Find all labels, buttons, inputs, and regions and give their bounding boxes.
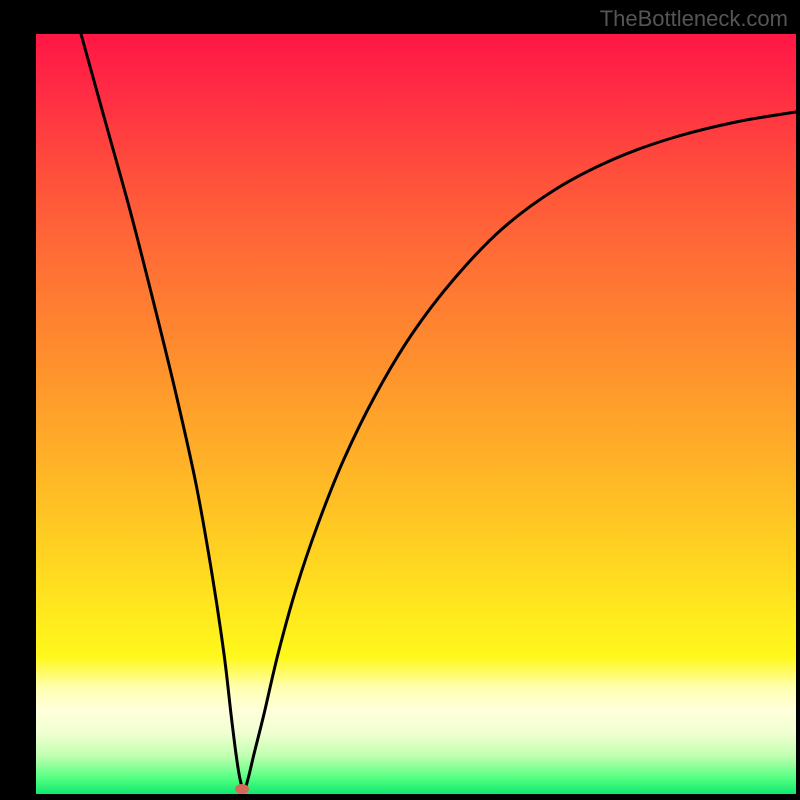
plot-area <box>36 34 796 794</box>
minimum-marker <box>235 784 249 794</box>
curve-path <box>81 34 796 790</box>
bottleneck-curve <box>36 34 796 794</box>
chart-container: TheBottleneck.com <box>0 0 800 800</box>
watermark-label: TheBottleneck.com <box>600 6 788 32</box>
